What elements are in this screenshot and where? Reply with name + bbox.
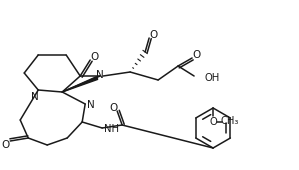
Text: N: N [87, 100, 95, 110]
Text: O: O [1, 140, 9, 150]
Text: O: O [192, 50, 200, 60]
Text: O: O [109, 103, 117, 113]
Text: N: N [31, 92, 39, 102]
Text: N: N [96, 70, 104, 80]
Text: O: O [149, 30, 157, 40]
Polygon shape [62, 77, 98, 92]
Text: NH: NH [104, 124, 119, 134]
Text: CH₃: CH₃ [221, 116, 239, 126]
Text: O: O [90, 52, 98, 62]
Text: O: O [209, 117, 217, 127]
Text: OH: OH [204, 73, 219, 83]
